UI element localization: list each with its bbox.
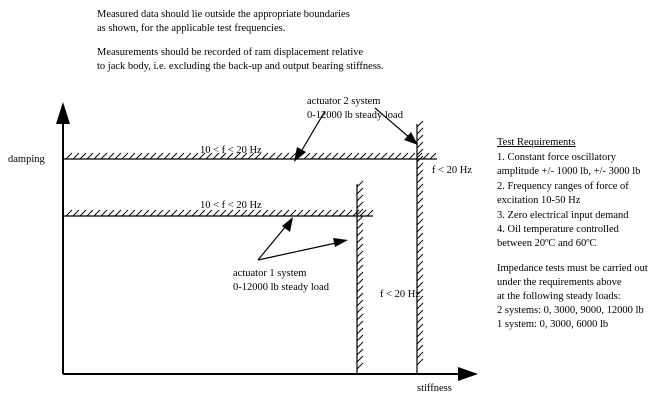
requirement-line-7: between 20ºC and 60ºC bbox=[497, 238, 597, 249]
upper-damping-boundary bbox=[63, 152, 437, 160]
impedance-line-4: 2 systems: 0, 3000, 9000, 12000 lb bbox=[497, 305, 644, 316]
actuator1-leader-left bbox=[257, 225, 287, 261]
outer-boundary-freq-label: f < 20 Hz bbox=[432, 165, 473, 176]
actuator1-arrowhead-left bbox=[282, 217, 293, 232]
actuator2-label-line1: actuator 2 system bbox=[307, 96, 381, 107]
impedance-line-5: 1 system: 0, 3000, 6000 lb bbox=[497, 319, 609, 330]
x-axis-arrowhead bbox=[458, 367, 478, 381]
inner-stiffness-boundary bbox=[356, 180, 364, 374]
outer-stiffness-boundary bbox=[416, 120, 424, 374]
actuator1-arrowhead-right bbox=[333, 238, 348, 247]
lower-damping-boundary bbox=[63, 209, 374, 217]
y-axis-arrowhead bbox=[56, 102, 70, 124]
actuator1-label-line1: actuator 1 system bbox=[233, 268, 307, 279]
impedance-line-2: under the requirements above bbox=[497, 277, 622, 288]
requirement-line-2: amplitude +/- 1000 lb, +/- 3000 lb bbox=[497, 166, 641, 177]
requirement-line-4: excitation 10-50 Hz bbox=[497, 195, 581, 206]
inner-boundary-freq-label: f < 20 Hz bbox=[380, 289, 421, 300]
requirement-line-5: 3. Zero electrical input demand bbox=[497, 210, 629, 221]
impedance-line-3: at the following steady loads: bbox=[497, 291, 621, 302]
requirement-line-6: 4. Oil temperature controlled bbox=[497, 224, 619, 235]
y-axis-label: damping bbox=[8, 154, 45, 165]
actuator2-arrowhead-right bbox=[404, 132, 418, 145]
requirement-line-3: 2. Frequency ranges of force of bbox=[497, 181, 629, 192]
impedance-line-1: Impedance tests must be carried out bbox=[497, 263, 648, 274]
note-line-3: Measurements should be recorded of ram d… bbox=[97, 47, 364, 58]
actuator1-label-line2: 0-12000 lb steady load bbox=[233, 282, 329, 293]
note-line-2: as shown, for the applicable test freque… bbox=[97, 23, 286, 34]
x-axis-label: stiffness bbox=[417, 383, 452, 394]
actuator2-arrowhead-left bbox=[294, 147, 306, 162]
note-line-1: Measured data should lie outside the app… bbox=[97, 9, 350, 20]
requirement-line-1: 1. Constant force oscillatory bbox=[497, 152, 616, 163]
upper-boundary-freq-label: 10 < f < 20 Hz bbox=[200, 145, 262, 156]
note-line-4: to jack body, i.e. excluding the back-up… bbox=[97, 61, 384, 72]
actuator2-leader-right bbox=[374, 107, 411, 139]
actuator2-leader-left bbox=[301, 110, 326, 151]
actuator1-leader-right bbox=[257, 242, 337, 261]
requirements-title: Test Requirements bbox=[497, 137, 576, 148]
lower-boundary-freq-label: 10 < f < 20 Hz bbox=[200, 200, 262, 211]
actuator2-label-line2: 0-12000 lb steady load bbox=[307, 110, 403, 121]
